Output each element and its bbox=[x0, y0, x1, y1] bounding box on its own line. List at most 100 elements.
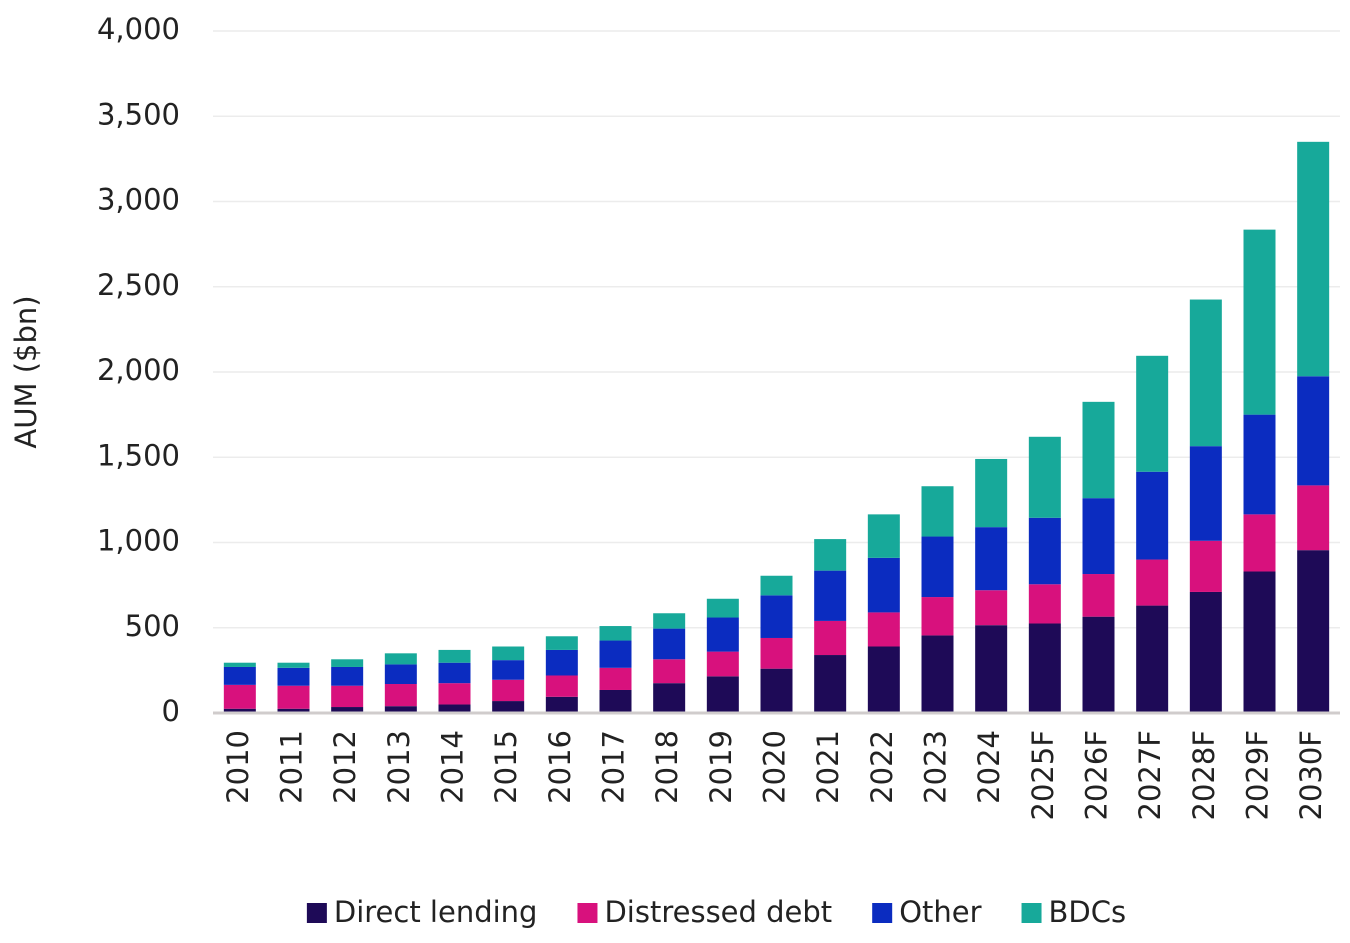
bar-segment bbox=[223, 662, 256, 667]
bar-segment bbox=[1189, 446, 1222, 541]
bar-segment bbox=[1243, 514, 1276, 572]
bar-segment bbox=[653, 683, 686, 713]
bar-segment bbox=[1297, 485, 1330, 551]
legend-label: BDCs bbox=[1049, 895, 1127, 929]
y-tick-label: 3,000 bbox=[97, 183, 180, 217]
bar-segment bbox=[921, 536, 954, 598]
bar-segment bbox=[331, 666, 364, 686]
bar-segment bbox=[223, 708, 256, 713]
bar-segment bbox=[277, 667, 310, 686]
bar-segment bbox=[1243, 229, 1276, 415]
bar-segment bbox=[1028, 584, 1061, 624]
bar-segment bbox=[384, 684, 417, 707]
bar-segment bbox=[599, 689, 632, 713]
bar-segment bbox=[1082, 498, 1115, 575]
bar-segment bbox=[1243, 571, 1276, 713]
bar-segment bbox=[1297, 550, 1330, 713]
y-tick-label: 2,000 bbox=[97, 353, 180, 387]
bar-segment bbox=[277, 685, 310, 709]
legend-label: Direct lending bbox=[334, 895, 538, 929]
x-tick-label: 2013 bbox=[382, 730, 416, 804]
x-tick-label: 2012 bbox=[328, 730, 362, 804]
x-tick-label: 2019 bbox=[704, 730, 738, 804]
x-tick-label: 2024 bbox=[972, 730, 1006, 804]
legend-swatch bbox=[577, 903, 598, 923]
x-tick-label: 2021 bbox=[811, 730, 845, 804]
bar-segment bbox=[921, 486, 954, 537]
y-tick-label: 3,500 bbox=[97, 97, 180, 131]
bar-segment bbox=[760, 637, 793, 669]
bar-segment bbox=[1189, 591, 1222, 713]
bar-segment bbox=[653, 613, 686, 629]
bar-segment bbox=[545, 636, 578, 650]
bar-segment bbox=[706, 676, 739, 713]
bar-segment bbox=[384, 653, 417, 665]
bar-segment bbox=[1136, 605, 1169, 713]
bar-segment bbox=[438, 683, 471, 705]
bar-segment bbox=[438, 649, 471, 663]
bar-segment bbox=[814, 620, 847, 656]
bar-segment bbox=[1028, 517, 1061, 585]
bar-segment bbox=[706, 617, 739, 652]
legend: Direct lending Distressed debt Other BDCs bbox=[306, 895, 1127, 929]
bar-segment bbox=[492, 646, 525, 661]
x-tick-label: 2026F bbox=[1080, 730, 1114, 820]
x-tick-label: 2011 bbox=[275, 730, 309, 804]
bar-segment bbox=[760, 575, 793, 596]
y-tick-label: 500 bbox=[125, 609, 180, 643]
bar-segment bbox=[1297, 141, 1330, 377]
y-tick-label: 4,000 bbox=[97, 12, 180, 46]
x-tick-label: 2022 bbox=[865, 730, 899, 804]
bar-segment bbox=[1082, 616, 1115, 713]
bar-segment bbox=[1082, 401, 1115, 499]
bar-segment bbox=[867, 612, 900, 647]
x-tick-label: 2028F bbox=[1187, 730, 1221, 820]
bar-segment bbox=[867, 557, 900, 613]
bar-segment bbox=[1136, 355, 1169, 472]
bar-segment bbox=[867, 646, 900, 713]
bar-segment bbox=[384, 706, 417, 713]
x-tick-label: 2018 bbox=[650, 730, 684, 804]
bar-segment bbox=[1189, 299, 1222, 447]
x-tick-label: 2030F bbox=[1294, 730, 1328, 820]
legend-label: Distressed debt bbox=[604, 895, 832, 929]
bar-segment bbox=[1028, 436, 1061, 518]
bar-segment bbox=[492, 679, 525, 702]
bar-segment bbox=[653, 659, 686, 684]
x-tick-label: 2029F bbox=[1241, 730, 1275, 820]
legend-swatch bbox=[872, 903, 893, 923]
y-axis-label: AUM ($bn) bbox=[9, 295, 43, 448]
y-tick-label: 1,000 bbox=[97, 524, 180, 558]
bar-segment bbox=[492, 660, 525, 680]
bar-segment bbox=[1189, 540, 1222, 592]
bar-segment bbox=[492, 701, 525, 713]
legend-swatch bbox=[1021, 903, 1042, 923]
x-tick-label: 2023 bbox=[919, 730, 953, 804]
bar-segment bbox=[331, 659, 364, 667]
x-tick-label: 2017 bbox=[597, 730, 631, 804]
bar-segment bbox=[1028, 623, 1061, 713]
bar-segment bbox=[331, 685, 364, 708]
x-tick-label: 2025F bbox=[1026, 730, 1060, 820]
bar-segment bbox=[599, 640, 632, 668]
bar-segment bbox=[1136, 559, 1169, 606]
y-tick-label: 0 bbox=[162, 694, 180, 728]
bar-segment bbox=[438, 704, 471, 713]
bar-segment bbox=[599, 626, 632, 641]
bar-segment bbox=[223, 684, 256, 709]
bar-segment bbox=[223, 666, 256, 685]
x-tick-label: 2014 bbox=[436, 730, 470, 804]
bar-segment bbox=[384, 664, 417, 685]
bar-segment bbox=[760, 668, 793, 713]
bar-segment bbox=[814, 655, 847, 713]
bar-segment bbox=[975, 625, 1008, 713]
bar-segment bbox=[1297, 376, 1330, 486]
bar-segment bbox=[706, 651, 739, 677]
bar-segment bbox=[921, 635, 954, 713]
bar-segment bbox=[1243, 414, 1276, 515]
bar-segment bbox=[921, 597, 954, 636]
bar-segment bbox=[438, 662, 471, 684]
bar-segment bbox=[814, 539, 847, 571]
legend-label: Other bbox=[899, 895, 981, 929]
